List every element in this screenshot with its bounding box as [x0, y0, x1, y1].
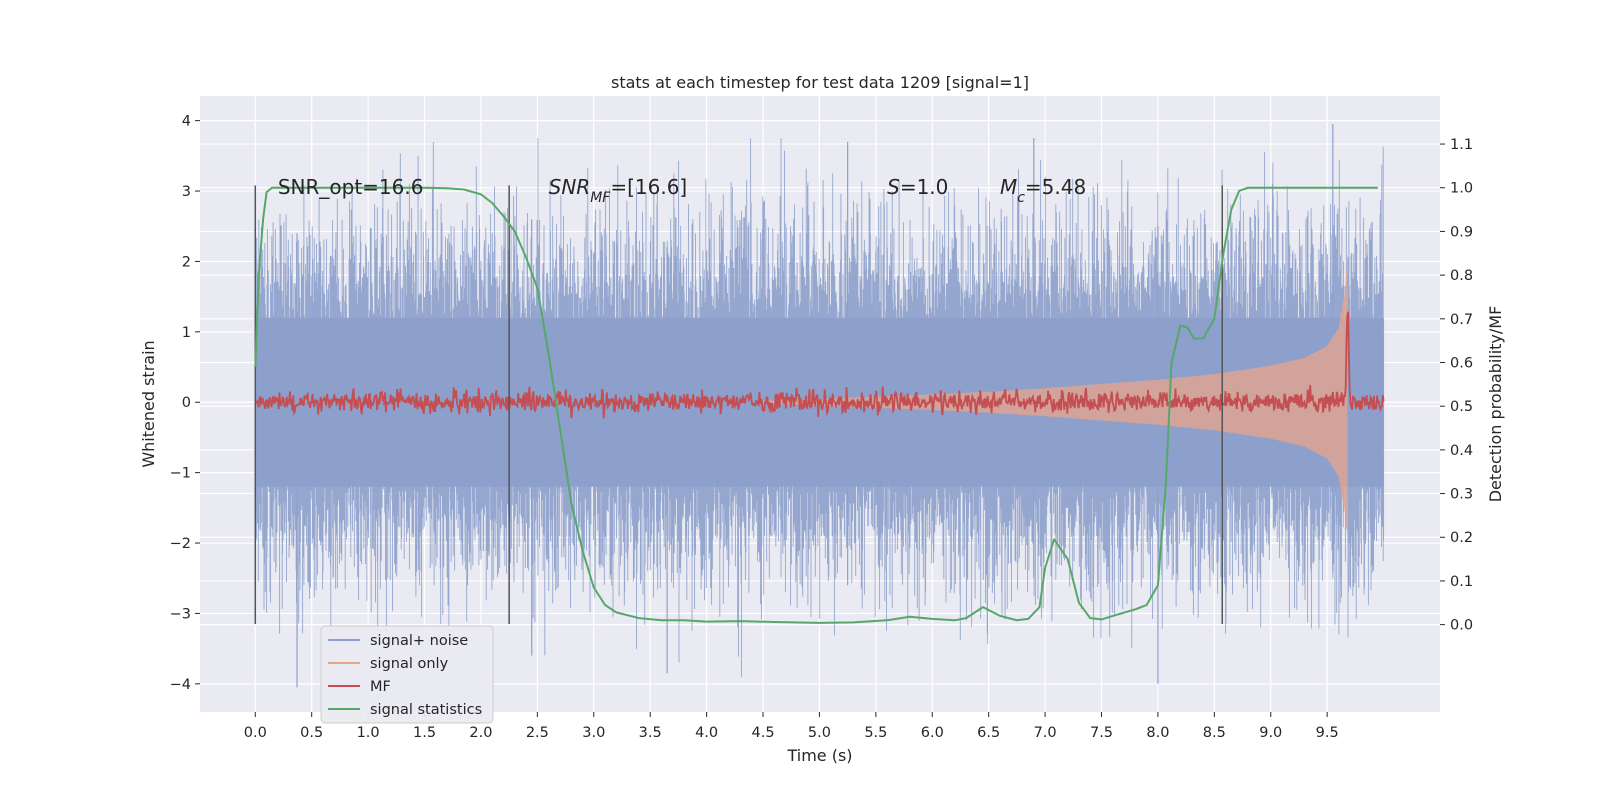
y-left-tick-label: 0: [182, 395, 191, 411]
x-tick-label: 0.5: [300, 725, 323, 741]
annotation-s: S=1.0: [887, 175, 948, 199]
legend-label-mf: MF: [370, 679, 391, 695]
annotation-mc: Mc=5.48: [1000, 175, 1086, 206]
y-axis-label-left: Whitened strain: [139, 340, 158, 467]
y-right-tick-label: 0.6: [1450, 355, 1473, 371]
legend-label-signal-statistics: signal statistics: [370, 702, 482, 718]
y-left-tick-label: −1: [170, 466, 191, 482]
x-tick-label: 7.0: [1034, 725, 1057, 741]
annotations: SNR_opt=16.6 SNRMF=[16.6] S=1.0 Mc=5.48: [278, 175, 1086, 206]
x-tick-label: 6.0: [921, 725, 944, 741]
signal-statistics-line: [254, 186, 1378, 624]
y-right-tick-label: 0.2: [1450, 530, 1473, 546]
x-tick-label: 4.5: [751, 725, 774, 741]
legend-label-signal-noise: signal+ noise: [370, 633, 468, 649]
x-tick-label: 7.5: [1090, 725, 1113, 741]
x-tick-label: 5.5: [864, 725, 887, 741]
y-left-tick-label: −3: [170, 606, 191, 622]
y-right-tick-label: 0.0: [1450, 618, 1473, 634]
legend-box: [320, 625, 494, 724]
y-left-tick-label: −2: [170, 536, 191, 552]
x-tick-label: 0.0: [244, 725, 267, 741]
x-tick-label: 2.0: [469, 725, 492, 741]
signal-only-envelope: [763, 254, 1348, 536]
y-right-tick-label: 0.7: [1450, 312, 1473, 328]
mf-series: [254, 311, 1385, 419]
y-left-tick-label: −4: [170, 677, 191, 693]
x-tick-label: 8.5: [1203, 725, 1226, 741]
tick-labels: 0.0 0.5 1.0 1.5 2.0 2.5 3.0 3.5 4.0 4.5 5.0 5.5 6.0 6…: [170, 114, 1473, 741]
x-tick-label: 9.0: [1259, 725, 1282, 741]
x-tick-label: 5.0: [808, 725, 831, 741]
legend: signal+ noise signal only MF signal stat…: [320, 625, 494, 724]
y-right-tick-label: 0.5: [1450, 399, 1473, 415]
y-axis-label-right: Detection probability/MF: [1486, 306, 1505, 503]
y-right-tick-label: 0.8: [1450, 268, 1473, 284]
y-left-tick-label: 2: [182, 254, 191, 270]
x-tick-label: 6.5: [977, 725, 1000, 741]
annotation-snr-opt: SNR_opt=16.6: [278, 175, 424, 199]
signal-statistics-series: [254, 186, 1378, 624]
y-right-tick-label: 0.3: [1450, 487, 1473, 503]
x-tick-label: 9.5: [1316, 725, 1339, 741]
x-tick-label: 8.0: [1146, 725, 1169, 741]
chart-title: stats at each timestep for test data 120…: [611, 73, 1029, 92]
y-right-tick-label: 0.1: [1450, 574, 1473, 590]
x-tick-label: 3.0: [582, 725, 605, 741]
x-tick-label: 3.5: [639, 725, 662, 741]
y-right-tick-label: 1.1: [1450, 137, 1473, 153]
y-right-tick-label: 0.4: [1450, 443, 1473, 459]
mf-line: [254, 311, 1385, 419]
x-tick-label: 2.5: [526, 725, 549, 741]
y-right-tick-label: 0.9: [1450, 224, 1473, 240]
annotation-snr-mf: SNRMF=[16.6]: [549, 175, 688, 206]
y-left-tick-label: 3: [182, 184, 191, 200]
x-tick-label: 1.0: [357, 725, 380, 741]
y-left-tick-label: 1: [182, 325, 191, 341]
x-tick-label: 4.0: [695, 725, 718, 741]
signal-only-series: [763, 254, 1348, 536]
x-tick-label: 1.5: [413, 725, 436, 741]
legend-label-signal-only: signal only: [370, 656, 449, 672]
y-left-tick-label: 4: [182, 114, 191, 130]
y-right-tick-label: 1.0: [1450, 181, 1473, 197]
x-axis-label: Time (s): [786, 746, 852, 765]
